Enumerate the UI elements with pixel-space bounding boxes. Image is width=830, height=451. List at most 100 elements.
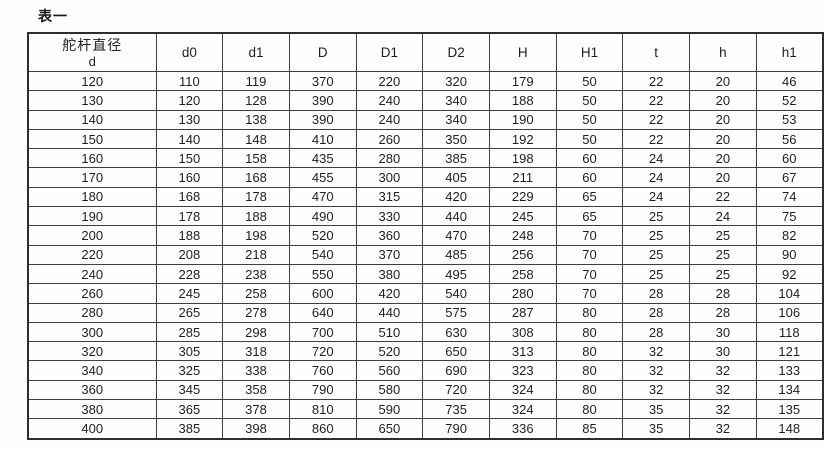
table-cell: 80 xyxy=(555,379,624,401)
table-cell: 60 xyxy=(755,148,824,169)
table-row: 190 178 188 490 330 440 245 65 25 24 75 xyxy=(27,206,824,227)
table-cell: 128 xyxy=(222,90,290,111)
column-header-D2: D2 xyxy=(422,32,490,72)
table-cell: 245 xyxy=(488,206,557,227)
table-cell: 74 xyxy=(755,186,824,208)
table-cell: 258 xyxy=(488,263,557,285)
table-cell: 30 xyxy=(689,321,757,343)
table-cell: 278 xyxy=(222,302,290,323)
table-cell: 70 xyxy=(555,225,624,246)
table-cell: 75 xyxy=(755,206,824,227)
table-cell: 50 xyxy=(555,90,624,111)
table-cell: 485 xyxy=(422,244,490,265)
table-cell: 120 xyxy=(155,90,224,111)
table-cell: 470 xyxy=(288,186,357,208)
table-cell: 20 xyxy=(689,167,757,188)
table-cell: 135 xyxy=(755,399,824,420)
table-row: 140 130 138 390 240 340 190 50 22 20 53 xyxy=(27,109,824,130)
table-cell: 323 xyxy=(488,360,557,381)
table-cell: 46 xyxy=(755,70,824,92)
column-header-rudder-stock-diameter: 舵杆直径 d xyxy=(27,32,157,72)
table-cell: 20 xyxy=(689,90,757,111)
table-cell: 22 xyxy=(689,186,757,208)
table-cell: 735 xyxy=(422,399,490,420)
table-cell: 32 xyxy=(689,379,757,401)
table-cell: 190 xyxy=(488,109,557,130)
table-cell: 106 xyxy=(755,302,824,323)
table-cell: 32 xyxy=(689,418,757,440)
table-cell: 650 xyxy=(355,418,424,440)
table-cell: 760 xyxy=(288,360,357,381)
table-cell: 320 xyxy=(27,341,157,362)
table-cell: 130 xyxy=(155,109,224,130)
table-cell: 35 xyxy=(622,399,690,420)
table-cell: 285 xyxy=(155,321,224,343)
column-header-t: t xyxy=(622,32,690,72)
table-cell: 168 xyxy=(155,186,224,208)
table-cell: 240 xyxy=(355,90,424,111)
table-cell: 150 xyxy=(155,148,224,169)
table-cell: 90 xyxy=(755,244,824,265)
table-cell: 138 xyxy=(222,109,290,130)
column-header-d0: d0 xyxy=(155,32,224,72)
table-cell: 80 xyxy=(555,399,624,420)
table-cell: 540 xyxy=(422,283,490,304)
table-cell: 218 xyxy=(222,244,290,265)
table-cell: 190 xyxy=(27,206,157,227)
table-cell: 580 xyxy=(355,379,424,401)
table-cell: 650 xyxy=(422,341,490,362)
table-cell: 324 xyxy=(488,379,557,401)
table-cell: 28 xyxy=(689,302,757,323)
table-cell: 28 xyxy=(622,321,690,343)
table-cell: 140 xyxy=(155,128,224,150)
table-cell: 35 xyxy=(622,418,690,440)
table-cell: 258 xyxy=(222,283,290,304)
table-cell: 188 xyxy=(155,225,224,246)
table-cell: 179 xyxy=(488,70,557,92)
table-cell: 370 xyxy=(288,70,357,92)
table-cell: 420 xyxy=(422,186,490,208)
stub-header-label: 舵杆直径 xyxy=(62,36,123,53)
table-cell: 350 xyxy=(422,128,490,150)
table-row: 400 385 398 860 650 790 336 85 35 32 148 xyxy=(27,418,824,440)
table-row: 180 168 178 470 315 420 229 65 24 22 74 xyxy=(27,186,824,208)
table-cell: 70 xyxy=(555,283,624,304)
table-cell: 134 xyxy=(755,379,824,401)
table-cell: 256 xyxy=(488,244,557,265)
table-cell: 120 xyxy=(27,70,157,92)
table-cell: 28 xyxy=(689,283,757,304)
table-cell: 188 xyxy=(488,90,557,111)
table-cell: 22 xyxy=(622,90,690,111)
table-cell: 198 xyxy=(488,148,557,169)
table-cell: 280 xyxy=(355,148,424,169)
table-cell: 60 xyxy=(555,148,624,169)
table-cell: 20 xyxy=(689,148,757,169)
table-cell: 228 xyxy=(155,263,224,285)
table-cell: 338 xyxy=(222,360,290,381)
table-cell: 24 xyxy=(622,148,690,169)
table-cell: 410 xyxy=(288,128,357,150)
table-cell: 455 xyxy=(288,167,357,188)
table-cell: 280 xyxy=(488,283,557,304)
table-cell: 790 xyxy=(288,379,357,401)
table-cell: 50 xyxy=(555,70,624,92)
table-cell: 25 xyxy=(622,225,690,246)
table-header: 舵杆直径 d d0 d1 D D1 D2 H H1 t h h1 xyxy=(27,32,824,72)
table-cell: 170 xyxy=(27,167,157,188)
table-cell: 435 xyxy=(288,148,357,169)
table-cell: 510 xyxy=(355,321,424,343)
table-cell: 260 xyxy=(355,128,424,150)
table-cell: 245 xyxy=(155,283,224,304)
table-cell: 24 xyxy=(622,186,690,208)
table-cell: 80 xyxy=(555,360,624,381)
table-cell: 30 xyxy=(689,341,757,362)
table-cell: 240 xyxy=(27,263,157,285)
table-cell: 160 xyxy=(27,148,157,169)
table-cell: 550 xyxy=(288,263,357,285)
table-row: 360 345 358 790 580 720 324 80 32 32 134 xyxy=(27,379,824,401)
table-cell: 50 xyxy=(555,109,624,130)
table-cell: 336 xyxy=(488,418,557,440)
table-row: 320 305 318 720 520 650 313 80 32 30 121 xyxy=(27,341,824,362)
table-cell: 700 xyxy=(288,321,357,343)
column-header-H1: H1 xyxy=(555,32,624,72)
